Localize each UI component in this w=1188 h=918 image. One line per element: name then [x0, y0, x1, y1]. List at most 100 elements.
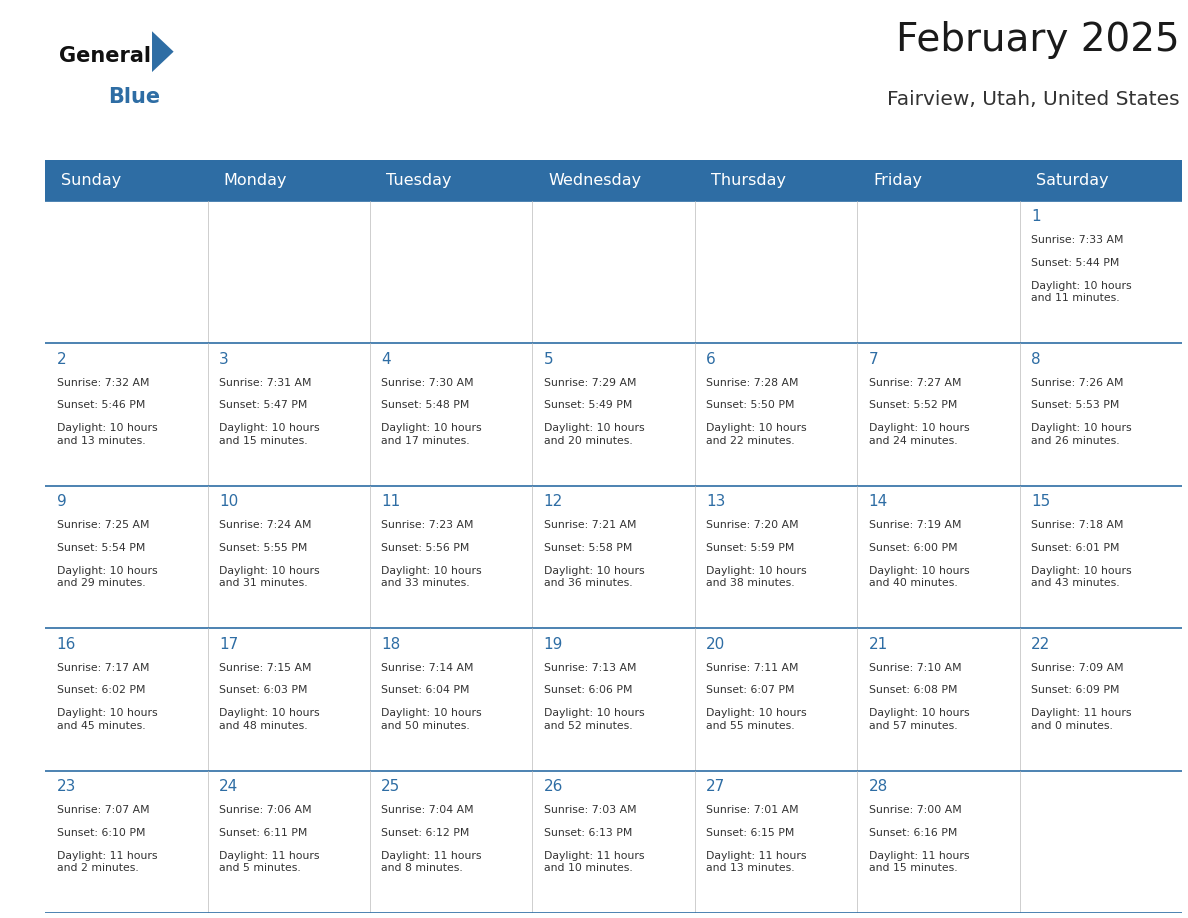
Text: Monday: Monday	[223, 173, 287, 187]
Text: February 2025: February 2025	[896, 21, 1180, 59]
Text: Sunrise: 7:15 AM: Sunrise: 7:15 AM	[219, 663, 311, 673]
Text: Daylight: 10 hours
and 20 minutes.: Daylight: 10 hours and 20 minutes.	[544, 423, 644, 445]
Text: Sunday: Sunday	[62, 173, 121, 187]
Text: Blue: Blue	[108, 86, 160, 106]
Text: Daylight: 10 hours
and 38 minutes.: Daylight: 10 hours and 38 minutes.	[706, 565, 807, 588]
Text: 20: 20	[706, 637, 726, 652]
Text: Sunset: 5:50 PM: Sunset: 5:50 PM	[706, 400, 795, 410]
Text: Sunset: 5:46 PM: Sunset: 5:46 PM	[57, 400, 145, 410]
Text: Sunset: 5:49 PM: Sunset: 5:49 PM	[544, 400, 632, 410]
Text: Tuesday: Tuesday	[386, 173, 451, 187]
Text: Sunrise: 7:14 AM: Sunrise: 7:14 AM	[381, 663, 474, 673]
Text: 25: 25	[381, 779, 400, 794]
Text: Sunset: 5:53 PM: Sunset: 5:53 PM	[1031, 400, 1119, 410]
Text: 21: 21	[868, 637, 887, 652]
Text: Sunset: 6:04 PM: Sunset: 6:04 PM	[381, 686, 469, 696]
Text: Sunrise: 7:11 AM: Sunrise: 7:11 AM	[706, 663, 798, 673]
Text: Sunset: 5:48 PM: Sunset: 5:48 PM	[381, 400, 469, 410]
Text: 8: 8	[1031, 352, 1041, 367]
Text: Sunset: 5:56 PM: Sunset: 5:56 PM	[381, 543, 469, 553]
Text: Sunrise: 7:07 AM: Sunrise: 7:07 AM	[57, 805, 150, 815]
Text: Daylight: 10 hours
and 26 minutes.: Daylight: 10 hours and 26 minutes.	[1031, 423, 1132, 445]
Text: 13: 13	[706, 495, 726, 509]
Text: Daylight: 11 hours
and 13 minutes.: Daylight: 11 hours and 13 minutes.	[706, 851, 807, 873]
Text: Sunrise: 7:23 AM: Sunrise: 7:23 AM	[381, 521, 474, 530]
Text: Sunset: 5:44 PM: Sunset: 5:44 PM	[1031, 258, 1119, 268]
Text: Sunrise: 7:06 AM: Sunrise: 7:06 AM	[219, 805, 311, 815]
Text: Daylight: 10 hours
and 15 minutes.: Daylight: 10 hours and 15 minutes.	[219, 423, 320, 445]
Text: 4: 4	[381, 352, 391, 367]
Text: Daylight: 11 hours
and 0 minutes.: Daylight: 11 hours and 0 minutes.	[1031, 708, 1131, 731]
Text: Sunset: 6:15 PM: Sunset: 6:15 PM	[706, 828, 795, 838]
Text: Sunset: 6:10 PM: Sunset: 6:10 PM	[57, 828, 145, 838]
Text: 23: 23	[57, 779, 76, 794]
Text: Daylight: 10 hours
and 31 minutes.: Daylight: 10 hours and 31 minutes.	[219, 565, 320, 588]
Text: Sunset: 5:55 PM: Sunset: 5:55 PM	[219, 543, 308, 553]
Text: Sunset: 6:11 PM: Sunset: 6:11 PM	[219, 828, 308, 838]
Text: Sunset: 6:12 PM: Sunset: 6:12 PM	[381, 828, 469, 838]
Text: Sunrise: 7:32 AM: Sunrise: 7:32 AM	[57, 377, 148, 387]
Text: Daylight: 10 hours
and 50 minutes.: Daylight: 10 hours and 50 minutes.	[381, 708, 482, 731]
Text: Sunset: 6:13 PM: Sunset: 6:13 PM	[544, 828, 632, 838]
Text: Sunrise: 7:30 AM: Sunrise: 7:30 AM	[381, 377, 474, 387]
Text: Daylight: 11 hours
and 10 minutes.: Daylight: 11 hours and 10 minutes.	[544, 851, 644, 873]
Text: Sunrise: 7:31 AM: Sunrise: 7:31 AM	[219, 377, 311, 387]
Text: Daylight: 11 hours
and 2 minutes.: Daylight: 11 hours and 2 minutes.	[57, 851, 157, 873]
Text: Daylight: 10 hours
and 33 minutes.: Daylight: 10 hours and 33 minutes.	[381, 565, 482, 588]
Text: Fairview, Utah, United States: Fairview, Utah, United States	[887, 90, 1180, 108]
Text: Sunrise: 7:25 AM: Sunrise: 7:25 AM	[57, 521, 148, 530]
Text: Sunset: 6:08 PM: Sunset: 6:08 PM	[868, 686, 958, 696]
Text: 17: 17	[219, 637, 238, 652]
Text: Sunrise: 7:26 AM: Sunrise: 7:26 AM	[1031, 377, 1124, 387]
Text: Friday: Friday	[873, 173, 922, 187]
Text: 5: 5	[544, 352, 554, 367]
Text: General: General	[58, 46, 151, 66]
Text: Daylight: 10 hours
and 48 minutes.: Daylight: 10 hours and 48 minutes.	[219, 708, 320, 731]
Text: Daylight: 10 hours
and 45 minutes.: Daylight: 10 hours and 45 minutes.	[57, 708, 157, 731]
Text: Sunset: 5:52 PM: Sunset: 5:52 PM	[868, 400, 958, 410]
Text: Daylight: 10 hours
and 57 minutes.: Daylight: 10 hours and 57 minutes.	[868, 708, 969, 731]
Text: Daylight: 10 hours
and 24 minutes.: Daylight: 10 hours and 24 minutes.	[868, 423, 969, 445]
Text: Sunset: 6:03 PM: Sunset: 6:03 PM	[219, 686, 308, 696]
Text: Sunrise: 7:13 AM: Sunrise: 7:13 AM	[544, 663, 637, 673]
Text: 2: 2	[57, 352, 67, 367]
Text: Sunset: 5:59 PM: Sunset: 5:59 PM	[706, 543, 795, 553]
Text: Sunset: 6:02 PM: Sunset: 6:02 PM	[57, 686, 145, 696]
Text: 3: 3	[219, 352, 228, 367]
Text: Saturday: Saturday	[1036, 173, 1108, 187]
Text: Sunrise: 7:04 AM: Sunrise: 7:04 AM	[381, 805, 474, 815]
Text: Sunrise: 7:21 AM: Sunrise: 7:21 AM	[544, 521, 637, 530]
Text: Sunrise: 7:29 AM: Sunrise: 7:29 AM	[544, 377, 637, 387]
Text: Sunrise: 7:19 AM: Sunrise: 7:19 AM	[868, 521, 961, 530]
Text: Sunset: 6:01 PM: Sunset: 6:01 PM	[1031, 543, 1119, 553]
Text: Sunset: 6:06 PM: Sunset: 6:06 PM	[544, 686, 632, 696]
Text: Sunset: 5:47 PM: Sunset: 5:47 PM	[219, 400, 308, 410]
Text: 18: 18	[381, 637, 400, 652]
Text: Sunrise: 7:24 AM: Sunrise: 7:24 AM	[219, 521, 311, 530]
Polygon shape	[152, 31, 173, 73]
Text: Sunrise: 7:18 AM: Sunrise: 7:18 AM	[1031, 521, 1124, 530]
Text: 19: 19	[544, 637, 563, 652]
Text: 26: 26	[544, 779, 563, 794]
Text: 22: 22	[1031, 637, 1050, 652]
Text: Daylight: 10 hours
and 13 minutes.: Daylight: 10 hours and 13 minutes.	[57, 423, 157, 445]
Text: Sunrise: 7:20 AM: Sunrise: 7:20 AM	[706, 521, 798, 530]
Text: 10: 10	[219, 495, 238, 509]
Text: 27: 27	[706, 779, 726, 794]
Text: 28: 28	[868, 779, 887, 794]
Text: Wednesday: Wednesday	[549, 173, 642, 187]
Text: 14: 14	[868, 495, 887, 509]
Text: Daylight: 10 hours
and 55 minutes.: Daylight: 10 hours and 55 minutes.	[706, 708, 807, 731]
Text: Sunset: 6:16 PM: Sunset: 6:16 PM	[868, 828, 958, 838]
Text: Daylight: 11 hours
and 5 minutes.: Daylight: 11 hours and 5 minutes.	[219, 851, 320, 873]
Text: 7: 7	[868, 352, 878, 367]
Text: Daylight: 10 hours
and 29 minutes.: Daylight: 10 hours and 29 minutes.	[57, 565, 157, 588]
Text: Sunrise: 7:27 AM: Sunrise: 7:27 AM	[868, 377, 961, 387]
Text: 24: 24	[219, 779, 238, 794]
Text: 9: 9	[57, 495, 67, 509]
Text: Daylight: 11 hours
and 8 minutes.: Daylight: 11 hours and 8 minutes.	[381, 851, 482, 873]
Text: Daylight: 10 hours
and 36 minutes.: Daylight: 10 hours and 36 minutes.	[544, 565, 644, 588]
Text: Daylight: 10 hours
and 22 minutes.: Daylight: 10 hours and 22 minutes.	[706, 423, 807, 445]
Text: Sunset: 5:54 PM: Sunset: 5:54 PM	[57, 543, 145, 553]
Text: Daylight: 10 hours
and 52 minutes.: Daylight: 10 hours and 52 minutes.	[544, 708, 644, 731]
